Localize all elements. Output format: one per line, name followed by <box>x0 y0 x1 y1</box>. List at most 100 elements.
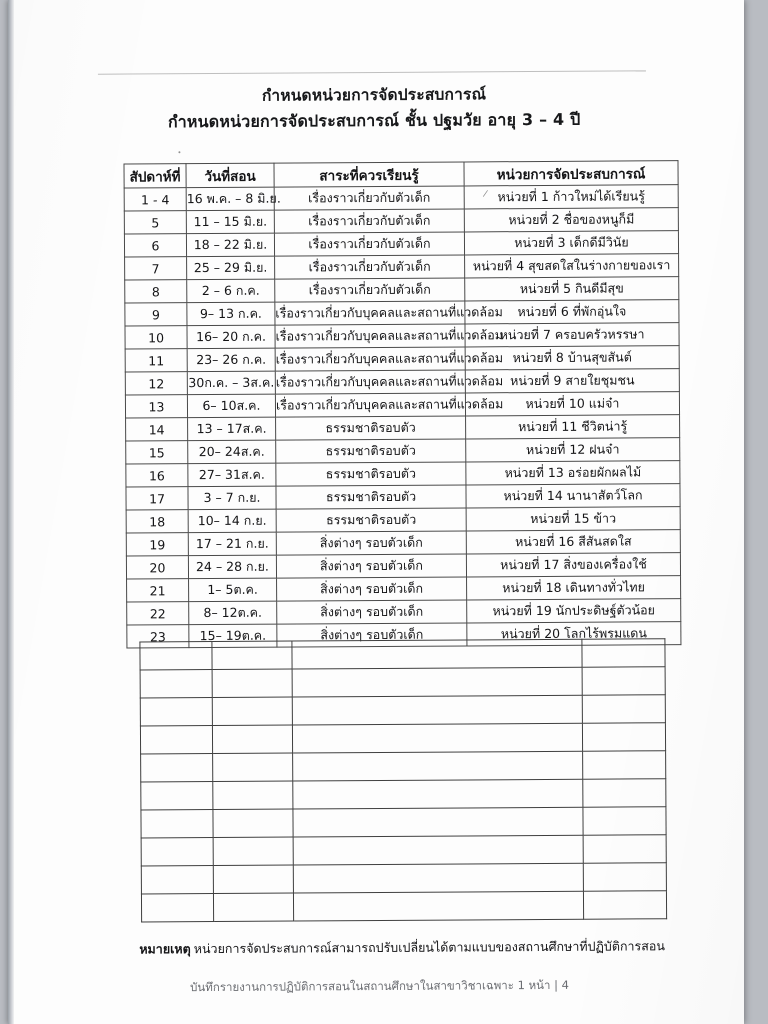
table-row: 22 8– 12ต.ค. สิ่งต่างๆ รอบตัวเด็ก หน่วยที่ … <box>126 598 681 626</box>
page-subtitle: กำหนดหน่วยการจัดประสบการณ์ ชั้น ปฐมวัย อ… <box>167 109 581 132</box>
cell-topic: ธรรมชาติรอบตัว <box>275 438 466 464</box>
scan-artifact-dot <box>178 151 181 154</box>
cell-date: 17 – 21 ก.ย. <box>188 532 277 556</box>
blank-cell[interactable] <box>212 725 293 754</box>
blank-cell[interactable] <box>213 893 294 922</box>
blank-table-row <box>141 834 667 866</box>
cell-date: 25 – 29 มิ.ย. <box>186 256 275 280</box>
cell-topic: เรื่องราวเกี่ยวกับตัวเด็ก <box>274 185 465 211</box>
cell-topic: ธรรมชาติรอบตัว <box>276 507 467 533</box>
blank-cell[interactable] <box>140 697 213 726</box>
scanned-page: กำหนดหน่วยการจัดประสบการณ์ กำหนดหน่วยการ… <box>8 0 744 1024</box>
experience-unit-schedule-table: สัปดาห์ที่ วันที่สอน สาระที่ควรเรียนรู้ … <box>123 160 681 649</box>
cell-topic: สิ่งต่างๆ รอบตัวเด็ก <box>276 530 467 556</box>
cell-topic: เรื่องราวเกี่ยวกับบุคคลและสถานที่แวดล้อม <box>275 346 503 372</box>
cell-unit: หน่วยที่ 12 ฝนจ๋า <box>465 437 680 462</box>
cell-week: 1 - 4 <box>124 187 187 212</box>
cell-date: 2 – 6 ก.ค. <box>186 279 275 303</box>
cell-date: 24 – 28 ก.ย. <box>188 555 277 579</box>
cell-unit: หน่วยที่ 4 สุขสดใสในร่างกายของเรา <box>464 253 679 278</box>
blank-cell[interactable] <box>140 725 213 754</box>
cell-week: 19 <box>126 532 189 557</box>
blank-cell[interactable] <box>212 781 293 810</box>
blank-cell[interactable] <box>292 779 583 810</box>
blank-cell[interactable] <box>140 781 213 810</box>
blank-cell[interactable] <box>293 835 584 866</box>
table-row: 21 1– 5ต.ค. สิ่งต่างๆ รอบตัวเด็ก หน่วยที่ 1… <box>126 575 681 603</box>
blank-cell[interactable] <box>212 753 293 782</box>
cell-topic: เรื่องราวเกี่ยวกับตัวเด็ก <box>274 254 465 280</box>
cell-topic: เรื่องราวเกี่ยวกับบุคคลและสถานที่แวดล้อม <box>274 323 503 349</box>
cell-unit: หน่วยที่ 14 นานาสัตว์โลก <box>465 483 681 508</box>
cell-week: 17 <box>125 486 189 511</box>
blank-cell[interactable] <box>292 807 584 838</box>
cell-date: 16 พ.ค. – 8 มิ.ย. <box>186 187 281 211</box>
cell-topic: เรื่องราวเกี่ยวกับตัวเด็ก <box>274 231 465 257</box>
blank-cell[interactable] <box>583 890 667 920</box>
table-row: 19 17 – 21 ก.ย. สิ่งต่างๆ รอบตัวเด็ก หน่วยท… <box>126 529 681 557</box>
cell-date: 20– 24ส.ค. <box>187 440 276 464</box>
table-row: 6 18 – 22 มิ.ย. เรื่องราวเกี่ยวกับตัวเด็กห… <box>124 230 679 258</box>
blank-continuation-table <box>139 638 667 922</box>
cell-topic: เรื่องราวเกี่ยวกับบุคคลและสถานที่แวดล้อม <box>275 392 503 418</box>
cell-date: 9– 13 ก.ค. <box>186 302 275 326</box>
blank-table-row <box>140 778 666 810</box>
blank-cell[interactable] <box>293 863 584 894</box>
blank-cell[interactable] <box>140 669 213 698</box>
column-header-date: วันที่สอน <box>185 163 275 188</box>
cell-week: 18 <box>126 509 189 534</box>
note-text: หน่วยการจัดประสบการณ์สามารถปรับเปลี่ยนได… <box>193 938 665 957</box>
scan-edge-left <box>8 0 14 1024</box>
blank-cell[interactable] <box>292 695 583 726</box>
table-row: 14 13 – 17ส.ค. ธรรมชาติรอบตัว หน่วยที่ 11 ช… <box>125 414 680 442</box>
blank-cell[interactable] <box>582 694 666 724</box>
blank-cell[interactable] <box>583 862 667 892</box>
page-title-block: กำหนดหน่วยการจัดประสบการณ์ กำหนดหน่วยการ… <box>8 82 742 136</box>
blank-cell[interactable] <box>292 723 583 754</box>
blank-cell[interactable] <box>212 697 293 726</box>
blank-cell[interactable] <box>140 809 214 838</box>
cell-week: 15 <box>125 440 188 465</box>
cell-topic: เรื่องราวเกี่ยวกับบุคคลและสถานที่แวดล้อม <box>275 369 503 395</box>
blank-cell[interactable] <box>582 778 666 808</box>
blank-cell[interactable] <box>293 891 584 922</box>
blank-cell[interactable] <box>292 751 583 782</box>
blank-cell[interactable] <box>141 893 214 922</box>
blank-cell[interactable] <box>140 753 213 782</box>
cell-unit: หน่วยที่ 11 ชีวิตน่ารู้ <box>465 414 680 439</box>
cell-unit: หน่วยที่ 16 สีสันสดใส <box>466 529 681 554</box>
cell-week: 7 <box>124 256 187 281</box>
cell-date: 23– 26 ก.ค. <box>187 348 276 372</box>
blank-cell[interactable] <box>582 666 666 696</box>
cell-unit: หน่วยที่ 13 อร่อยผักผลไม้ <box>465 460 680 485</box>
blank-cell[interactable] <box>212 669 293 698</box>
blank-cell[interactable] <box>291 639 583 670</box>
blank-cell[interactable] <box>213 837 294 866</box>
blank-cell[interactable] <box>582 806 667 836</box>
cell-week: 14 <box>125 417 188 442</box>
cell-date: 13 – 17ส.ค. <box>187 417 276 441</box>
cell-date: 27– 31ส.ค. <box>187 463 276 487</box>
top-divider-rule <box>97 70 646 75</box>
cell-date: 18 – 22 มิ.ย. <box>186 233 275 257</box>
blank-cell[interactable] <box>141 837 214 866</box>
blank-cell[interactable] <box>139 641 213 670</box>
blank-cell[interactable] <box>292 667 583 698</box>
table-row: 18 10– 14 ก.ย. ธรรมชาติรอบตัว หน่วยที่ 15 ข… <box>126 506 681 534</box>
blank-cell[interactable] <box>582 722 666 752</box>
column-header-topic: สาระที่ควรเรียนรู้ <box>273 161 465 188</box>
blank-cell[interactable] <box>213 865 294 894</box>
table-row: 15 20– 24ส.ค. ธรรมชาติรอบตัว หน่วยที่ 12 ฝน… <box>125 437 680 465</box>
blank-cell[interactable] <box>581 638 666 668</box>
cell-week: 16 <box>125 463 188 488</box>
blank-cell[interactable] <box>212 809 294 838</box>
cell-topic: เรื่องราวเกี่ยวกับบุคคลและสถานที่แวดล้อม <box>274 300 503 326</box>
blank-cell[interactable] <box>211 641 293 670</box>
table-row: 11 23– 26 ก.ค. เรื่องราวเกี่ยวกับบุคคลและส… <box>125 345 680 373</box>
blank-cell[interactable] <box>582 750 666 780</box>
cell-week: 22 <box>126 601 189 626</box>
blank-table-row <box>140 722 666 754</box>
blank-cell[interactable] <box>583 834 667 864</box>
blank-cell[interactable] <box>141 865 214 894</box>
